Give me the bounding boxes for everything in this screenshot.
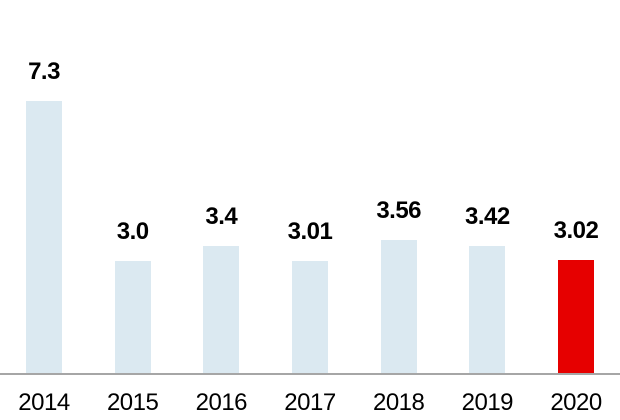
bar-value-label-2016: 3.4: [205, 203, 238, 230]
bar-2020: [558, 260, 595, 373]
bar-value-label-2015: 3.0: [116, 218, 149, 245]
bar-value-label-2019: 3.42: [464, 203, 510, 230]
x-axis-label-2019: 2019: [461, 389, 514, 416]
bar-value-label-2020: 3.02: [553, 217, 599, 244]
x-axis-label-2018: 2018: [372, 389, 425, 416]
bar-2019: [469, 246, 506, 373]
x-axis-label-2017: 2017: [284, 389, 336, 416]
x-axis-label-2014: 2014: [18, 389, 70, 416]
bar-value-label-2017: 3.01: [287, 218, 333, 245]
x-axis-label-2016: 2016: [195, 389, 248, 416]
bar-value-label-2018: 3.56: [376, 197, 422, 224]
x-axis-line: [0, 373, 620, 375]
bar-2016: [203, 246, 240, 373]
x-axis-label-2020: 2020: [550, 389, 602, 416]
bar-2014: [26, 101, 62, 373]
bar-2015: [114, 261, 151, 373]
bar-value-label-2014: 7.3: [28, 58, 60, 85]
bar-2017: [292, 261, 328, 373]
x-axis-label-2015: 2015: [106, 389, 159, 416]
bar-2018: [380, 240, 417, 373]
